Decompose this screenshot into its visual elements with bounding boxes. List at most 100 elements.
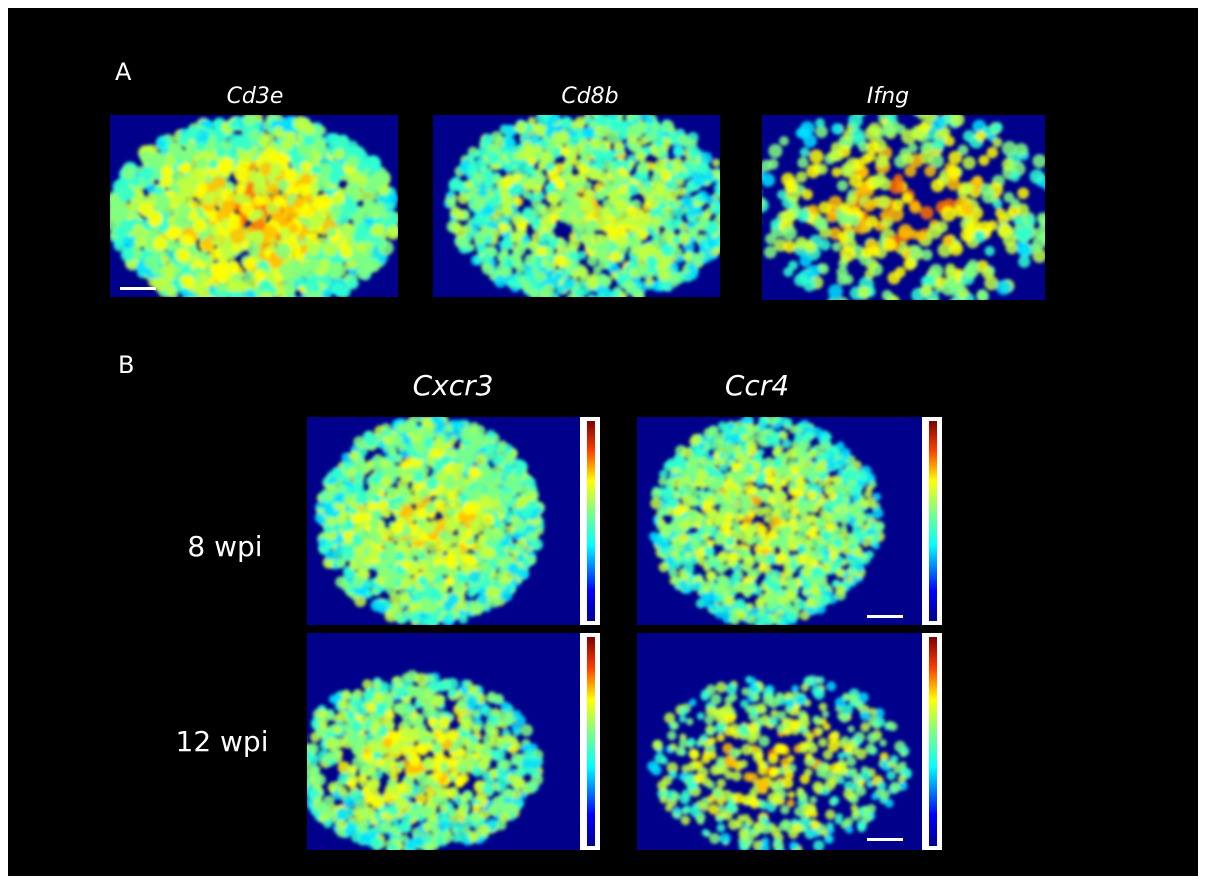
spot — [1018, 255, 1030, 267]
spot — [909, 202, 921, 214]
spot — [656, 186, 666, 196]
spot — [672, 236, 680, 244]
spot — [476, 244, 487, 255]
spot — [627, 183, 639, 195]
spot — [987, 220, 997, 230]
spot — [375, 576, 383, 584]
spot — [526, 178, 539, 191]
spot — [383, 576, 396, 589]
spot — [288, 224, 298, 234]
spot — [561, 195, 573, 207]
spot — [454, 210, 465, 221]
spot — [247, 243, 260, 256]
spot — [383, 435, 393, 445]
spot — [208, 159, 218, 169]
spot — [203, 192, 216, 205]
spot — [356, 441, 366, 451]
spot — [309, 219, 319, 229]
spot — [219, 164, 232, 177]
figure: A Cd3e Cd8b Ifng B Cxcr3 Ccr4 8 wpi 12 w… — [0, 0, 1206, 884]
spot — [278, 217, 288, 227]
spot — [477, 215, 489, 227]
spot — [155, 192, 169, 206]
spot — [645, 276, 654, 285]
spot — [360, 555, 370, 565]
spot — [652, 232, 660, 240]
spot — [622, 160, 631, 169]
spot — [667, 200, 675, 208]
spot — [421, 416, 432, 427]
spot — [193, 218, 207, 232]
spot — [450, 435, 459, 444]
spot — [603, 161, 614, 172]
spot — [851, 128, 864, 141]
spot — [514, 197, 523, 206]
spot — [444, 518, 457, 531]
spot — [356, 242, 367, 253]
spot — [963, 266, 974, 277]
spot — [568, 238, 580, 250]
spot — [371, 171, 382, 182]
spot — [982, 190, 996, 204]
spot — [712, 247, 721, 256]
spot — [311, 164, 321, 174]
spot — [466, 168, 475, 177]
spot — [307, 243, 321, 257]
spot — [947, 165, 961, 179]
spot — [186, 126, 199, 139]
spot — [531, 232, 541, 242]
spot — [1032, 154, 1046, 168]
spot — [378, 240, 393, 255]
spot — [992, 122, 1003, 133]
spot — [548, 192, 560, 204]
spot — [340, 246, 353, 259]
spot — [675, 217, 683, 225]
spot — [651, 216, 662, 227]
spot — [712, 159, 721, 168]
spot — [585, 116, 593, 124]
spot — [119, 219, 134, 234]
spot — [365, 590, 373, 598]
spot — [444, 424, 453, 433]
spot — [936, 221, 948, 233]
spot — [480, 562, 491, 573]
spot — [598, 125, 608, 135]
spot — [696, 162, 709, 175]
spot — [365, 436, 376, 447]
spot — [300, 262, 315, 277]
spot — [760, 160, 772, 172]
spot — [314, 140, 327, 153]
spot — [800, 121, 815, 136]
spot — [832, 167, 842, 177]
spot — [196, 158, 208, 170]
spot — [783, 241, 795, 253]
spot — [530, 280, 538, 288]
spot — [848, 113, 863, 128]
spot — [449, 178, 461, 190]
spot — [441, 541, 452, 552]
spot — [802, 189, 813, 200]
spot — [464, 180, 473, 189]
spot — [336, 135, 349, 148]
spot — [515, 519, 526, 530]
spot — [537, 246, 547, 256]
spot — [484, 548, 496, 560]
spot — [372, 461, 382, 471]
spot — [229, 119, 241, 131]
spot — [1017, 187, 1029, 199]
spot — [419, 577, 429, 587]
panel-label: A — [115, 58, 132, 86]
spot — [271, 162, 282, 173]
spot — [215, 147, 226, 158]
spot — [390, 465, 403, 478]
spot — [377, 561, 388, 572]
spot — [468, 571, 481, 584]
spot — [408, 603, 416, 611]
spot — [347, 277, 359, 289]
spot — [875, 154, 888, 167]
spot — [534, 271, 546, 283]
spot — [383, 510, 392, 519]
spot — [122, 187, 135, 200]
spot — [586, 189, 594, 197]
spot — [387, 486, 397, 496]
